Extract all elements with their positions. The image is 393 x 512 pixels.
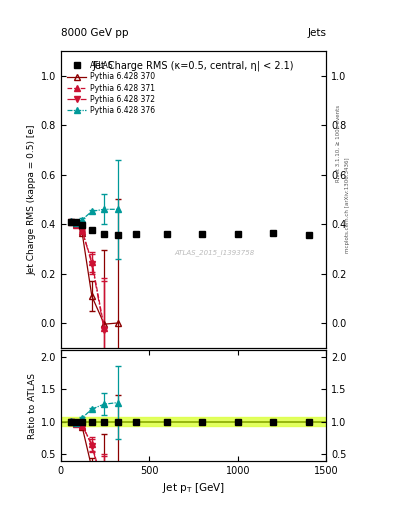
- Y-axis label: Jet Charge RMS (kappa = 0.5) [e]: Jet Charge RMS (kappa = 0.5) [e]: [28, 124, 37, 274]
- Text: Jet Charge RMS (κ=0.5, central, η| < 2.1): Jet Charge RMS (κ=0.5, central, η| < 2.1…: [93, 60, 294, 71]
- Y-axis label: Ratio to ATLAS: Ratio to ATLAS: [28, 373, 37, 438]
- Text: ATLAS_2015_I1393758: ATLAS_2015_I1393758: [174, 249, 255, 256]
- X-axis label: Jet $\mathregular{p_T}$ [GeV]: Jet $\mathregular{p_T}$ [GeV]: [162, 481, 225, 495]
- Text: Jets: Jets: [307, 28, 326, 38]
- Legend: ATLAS, Pythia 6.428 370, Pythia 6.428 371, Pythia 6.428 372, Pythia 6.428 376: ATLAS, Pythia 6.428 370, Pythia 6.428 37…: [67, 61, 155, 115]
- Text: mcplots.cern.ch [arXiv:1306.3436]: mcplots.cern.ch [arXiv:1306.3436]: [345, 157, 350, 252]
- Bar: [61, 417, 326, 426]
- Text: Rivet 3.1.10, ≥ 100k events: Rivet 3.1.10, ≥ 100k events: [336, 105, 341, 182]
- Text: 8000 GeV pp: 8000 GeV pp: [61, 28, 129, 38]
